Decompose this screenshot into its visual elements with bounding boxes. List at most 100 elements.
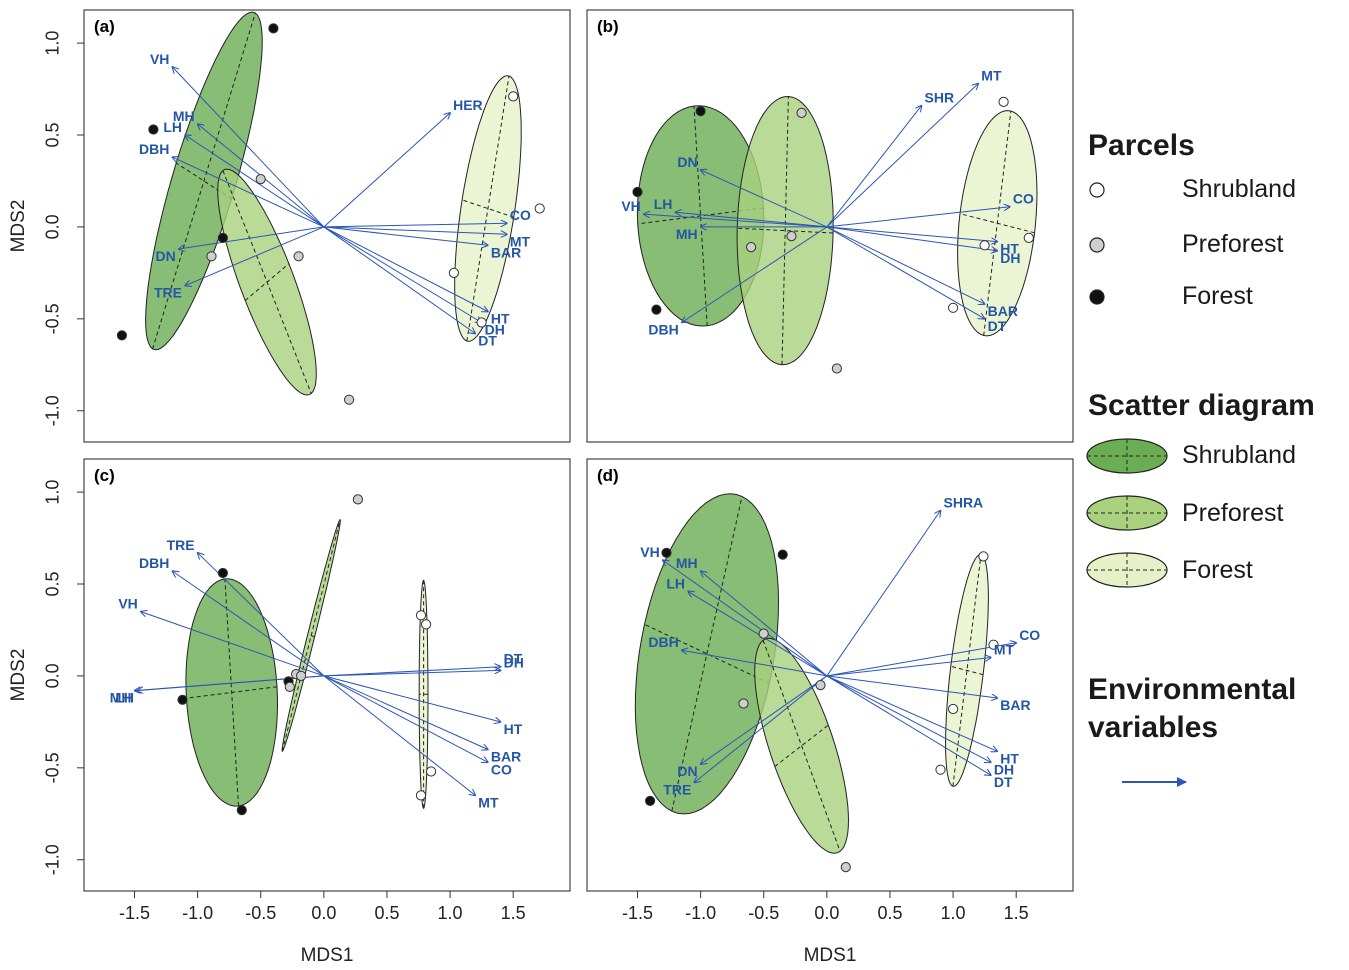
vector-label-bar: BAR	[1000, 697, 1030, 713]
vector-label-vh: VH	[640, 544, 659, 560]
point-preforest	[344, 394, 355, 405]
y-tick-label: -1.0	[43, 395, 63, 426]
vector-co	[826, 207, 1010, 228]
ellipse-preforest	[736, 95, 834, 366]
vector-her	[323, 113, 450, 228]
vector-label-dt: DT	[988, 318, 1007, 334]
point-shrubland	[415, 610, 427, 621]
vector-tre	[694, 675, 828, 783]
vector-ht	[826, 675, 997, 751]
vector-mh	[701, 571, 828, 677]
point-preforest	[796, 107, 807, 119]
vector-label-lh: LH	[115, 690, 134, 706]
vector-mt	[323, 226, 507, 234]
x-tick-label: 1.5	[501, 903, 526, 923]
ellipse-preforest	[754, 637, 850, 854]
vector-lh	[185, 135, 325, 228]
vector-dt	[826, 226, 985, 319]
x-tick-label: 0.0	[814, 903, 839, 923]
point-preforest	[831, 363, 843, 374]
panel-label: (a)	[94, 17, 115, 36]
point-shrubland	[988, 639, 999, 650]
vector-label-lh: LH	[163, 119, 182, 135]
ellipse-forest	[957, 110, 1038, 337]
vector-co	[323, 223, 507, 228]
point-forest	[177, 694, 188, 705]
vector-label-mt: MT	[981, 68, 1002, 84]
vector-label-dt: DT	[994, 774, 1013, 790]
point-preforest	[206, 251, 217, 262]
vector-label-ht: HT	[504, 721, 523, 737]
vector-label-shr: SHR	[925, 90, 955, 106]
legend-parcels-title: Parcels	[1088, 129, 1195, 162]
point-preforest	[293, 251, 304, 262]
vector-label-bar: BAR	[491, 749, 521, 765]
vector-ht	[323, 675, 501, 722]
vector-lh	[688, 591, 828, 677]
point-shrubland	[508, 91, 519, 102]
point-shrubland	[421, 619, 432, 630]
ellipse-preforest	[217, 168, 317, 396]
vector-label-dn: DN	[677, 154, 697, 170]
panel-frame	[586, 458, 1074, 892]
vector-bar	[323, 226, 488, 245]
x-tick-label: 1.5	[1004, 903, 1029, 923]
ellipse-shrubland	[185, 578, 279, 807]
vector-dbh	[682, 226, 828, 323]
vector-tre	[185, 226, 325, 286]
vector-label-co: CO	[491, 761, 512, 777]
vector-dbh	[682, 650, 827, 677]
vector-label-dh: DH	[504, 654, 524, 670]
vector-dh	[826, 675, 991, 762]
vector-dh	[323, 226, 482, 323]
x-tick-label: 1.0	[438, 903, 463, 923]
vector-dh	[323, 670, 501, 677]
vector-label-her: HER	[453, 97, 483, 113]
vector-label-vh: VH	[118, 596, 137, 612]
panel-label: (b)	[597, 17, 619, 36]
ellipse-shrubland	[145, 11, 263, 351]
point-forest	[148, 124, 159, 135]
vector-ht	[323, 226, 488, 312]
point-forest	[777, 549, 788, 560]
point-forest	[695, 106, 706, 117]
vector-dbh	[172, 157, 325, 228]
vector-dt	[323, 667, 501, 677]
legend-scatter-preforest-label: Preforest	[1182, 499, 1283, 527]
vector-mt	[826, 658, 991, 677]
vector-label-mh: MH	[110, 690, 132, 706]
vector-label-shra: SHRA	[944, 495, 984, 511]
vector-label-vh: VH	[621, 198, 640, 214]
y-tick-label: -0.5	[43, 303, 63, 334]
point-preforest	[738, 698, 749, 709]
point-forest	[645, 795, 656, 807]
point-forest	[632, 186, 643, 198]
legend-scatter-shrubland-swatch	[1086, 438, 1168, 474]
point-shrubland	[1023, 232, 1034, 243]
point-forest	[661, 547, 672, 558]
vector-bar	[323, 675, 488, 750]
panel-frame	[586, 9, 1074, 443]
vector-vh	[644, 214, 827, 228]
vector-dn	[179, 226, 324, 249]
legend-parcel-preforest-label: Preforest	[1182, 230, 1283, 258]
legend-parcel-forest-label: Forest	[1182, 282, 1253, 310]
vector-shr	[826, 106, 922, 228]
panel-frame	[83, 458, 571, 892]
vector-label-dn: DN	[155, 248, 175, 264]
vector-dbh	[172, 571, 325, 677]
x-axis-title: MDS1	[301, 945, 354, 966]
point-preforest	[352, 494, 363, 505]
vector-label-ht: HT	[1000, 750, 1019, 766]
vector-bar	[826, 226, 985, 304]
vector-vh	[172, 67, 325, 228]
point-shrubland	[448, 267, 459, 278]
point-shrubland	[476, 317, 487, 328]
vector-label-dh: DH	[1000, 250, 1020, 266]
vector-vh	[663, 560, 828, 677]
x-tick-label: -1.0	[685, 903, 716, 923]
